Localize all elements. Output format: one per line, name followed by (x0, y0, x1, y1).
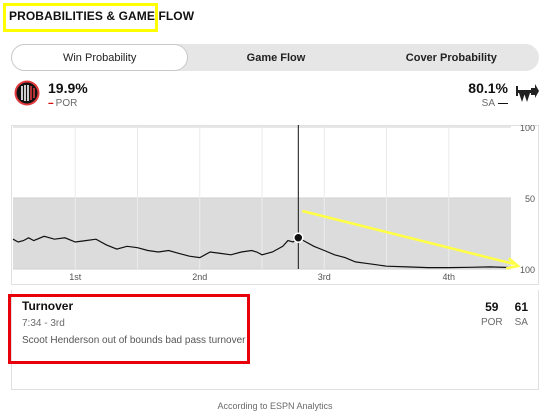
chart-x-tick-label: 2nd (192, 272, 207, 282)
annotation-arrow-head (505, 257, 521, 270)
home-team-probability: 80.1% SA — (468, 80, 540, 109)
title-highlight-box (3, 3, 158, 32)
spurs-logo-icon (516, 84, 539, 102)
play-highlight-box (8, 294, 250, 364)
away-team-probability: 19.9% -- POR (14, 80, 88, 109)
away-score: 59 (485, 300, 499, 314)
source-footer: According to ESPN Analytics (217, 401, 333, 411)
home-score-block: 61 SA (515, 300, 528, 328)
chart-series-line (12, 235, 512, 269)
home-score-team: SA (514, 317, 528, 328)
play-scores: 59 POR 61 SA (481, 300, 528, 328)
tab-cover-probability[interactable]: Cover Probability (405, 51, 497, 64)
away-score-team: POR (480, 317, 503, 328)
away-abbr: POR (55, 98, 78, 109)
play-time: 7:34 - 3rd (22, 318, 65, 329)
tab-win-probability[interactable]: Win Probability (11, 44, 189, 71)
home-score: 61 (514, 300, 528, 314)
play-description: Scoot Henderson out of bounds bad pass t… (22, 335, 246, 346)
trail-blazers-logo-icon (14, 80, 40, 106)
chart-x-tick-label: 1st (69, 272, 82, 282)
chart-y-tick-label: 100 (520, 265, 535, 275)
tab-bar: Win Probability Game Flow Cover Probabil… (11, 44, 539, 71)
chart-y-tick-label: 100 (520, 125, 535, 133)
home-win-pct: 80.1% (468, 80, 508, 96)
chart-x-tick-label: 4th (442, 272, 455, 282)
chart-x-tick-label: 3rd (318, 272, 331, 282)
win-probability-chart: 100 50 100 1st 2nd 3rd 4th (11, 125, 539, 285)
annotation-arrow-line (302, 209, 515, 266)
tab-game-flow[interactable]: Game Flow (246, 51, 306, 64)
away-line-legend: -- (48, 98, 54, 109)
home-line-legend: — (498, 98, 508, 109)
away-win-pct: 19.9% (48, 80, 88, 96)
play-type: Turnover (22, 299, 74, 313)
chart-marker-dot (293, 232, 304, 244)
away-score-block: 59 POR (481, 300, 503, 328)
section-title: PROBABILITIES & GAME FLOW (9, 9, 195, 23)
chart-y-tick-label: 50 (525, 194, 535, 204)
play-detail-panel: Turnover 7:34 - 3rd Scoot Henderson out … (11, 290, 539, 390)
home-abbr: SA (481, 98, 495, 109)
